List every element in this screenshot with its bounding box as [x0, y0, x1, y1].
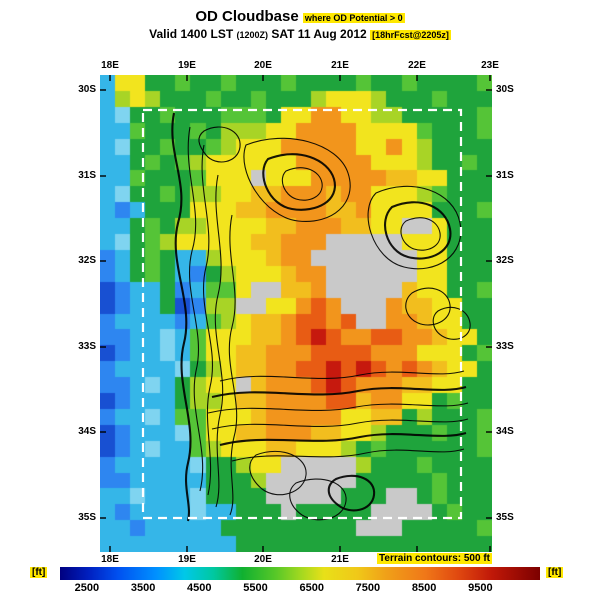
terrain-contour-line: [228, 214, 238, 516]
lon-label-top: 19E: [178, 60, 196, 71]
terrain-contours-note: Terrain contours: 500 ft: [377, 553, 492, 564]
valid-time-line: Valid 1400 LST (1200Z) SAT 11 Aug 2012 […: [0, 27, 600, 41]
terrain-contour-line: [211, 418, 469, 430]
lon-label-bottom: 20E: [254, 554, 272, 565]
terrain-contour-line: [367, 185, 462, 270]
inner-nest-boundary: [141, 108, 463, 520]
terrain-contour-line: [198, 126, 241, 163]
colorbar-tick-value: 7500: [355, 582, 381, 594]
lon-label-bottom: 21E: [331, 554, 349, 565]
lon-label-top: 22E: [408, 60, 426, 71]
terrain-contour-line: [171, 112, 192, 522]
colorbar-tick-value: 4500: [187, 582, 212, 594]
lon-label-top: 23E: [481, 60, 499, 71]
terrain-contour-line: [231, 448, 465, 462]
colorbar-tick-value: 8500: [411, 582, 437, 594]
terrain-contour-line: [262, 153, 336, 211]
chart-title: OD Cloudbase: [195, 8, 299, 25]
lat-label-left: 31S: [78, 170, 96, 181]
lat-label-right: 35S: [496, 512, 514, 523]
chart-title-line: OD Cloudbase where OD Potential > 0: [0, 8, 600, 25]
terrain-contour-line: [211, 385, 467, 399]
lon-label-top: 20E: [254, 60, 272, 71]
lat-label-right: 31S: [496, 170, 514, 181]
lat-label-right: 33S: [496, 341, 514, 352]
colorbar-tick-value: 6500: [299, 582, 324, 594]
terrain-contour-line: [400, 217, 441, 251]
colorbar-unit-right: [ft]: [546, 567, 564, 578]
colorbar-tick-value: 3500: [130, 582, 156, 594]
lon-label-top: 21E: [331, 60, 349, 71]
lat-label-left: 32S: [78, 255, 96, 266]
terrain-contour-line: [289, 478, 347, 521]
terrain-contour-line: [207, 402, 469, 414]
terrain-contour-line: [219, 370, 465, 382]
lat-label-left: 34S: [78, 426, 96, 437]
contour-overlay: [100, 75, 492, 552]
terrain-contour-line: [187, 126, 204, 492]
forecast-tag: [18hrFcst@2205z]: [370, 30, 451, 40]
colorbar-tick-value: 9500: [468, 582, 493, 594]
lat-label-right: 32S: [496, 255, 514, 266]
terrain-contour-line: [432, 306, 471, 340]
valid-time-zulu: (1200Z): [236, 30, 269, 40]
valid-time-prefix: Valid 1400 LST: [149, 27, 234, 41]
colorbar-tick-value: 5500: [243, 582, 268, 594]
lat-label-left: 35S: [78, 512, 96, 523]
lat-label-left: 30S: [78, 84, 96, 95]
lat-label-right: 30S: [496, 84, 514, 95]
valid-time-suffix: SAT 11 Aug 2012: [271, 27, 367, 41]
colorbar-tick-labels: 2500 3500 4500 5500 6500 7500 8500 9500: [60, 582, 540, 596]
terrain-contour-line: [219, 431, 467, 447]
map-area: [100, 75, 492, 552]
colorbar-unit-left: [ft]: [30, 567, 48, 578]
terrain-contour-line: [405, 287, 451, 326]
terrain-contour-line: [214, 174, 224, 508]
terrain-contour-line: [327, 474, 376, 512]
lat-label-left: 33S: [78, 341, 96, 352]
terrain-contour-line: [249, 450, 307, 496]
terrain-contour-line: [243, 137, 351, 222]
chart-title-qualifier: where OD Potential > 0: [302, 13, 405, 23]
lon-label-top: 18E: [101, 60, 119, 71]
lon-label-bottom: 19E: [178, 554, 196, 565]
colorbar: [60, 567, 540, 580]
terrain-contour-line: [281, 167, 323, 201]
terrain-contour-line: [383, 201, 452, 260]
lat-label-right: 34S: [496, 426, 514, 437]
lon-label-bottom: 18E: [101, 554, 119, 565]
colorbar-tick-value: 2500: [74, 582, 100, 594]
terrain-contour-line: [201, 144, 214, 496]
